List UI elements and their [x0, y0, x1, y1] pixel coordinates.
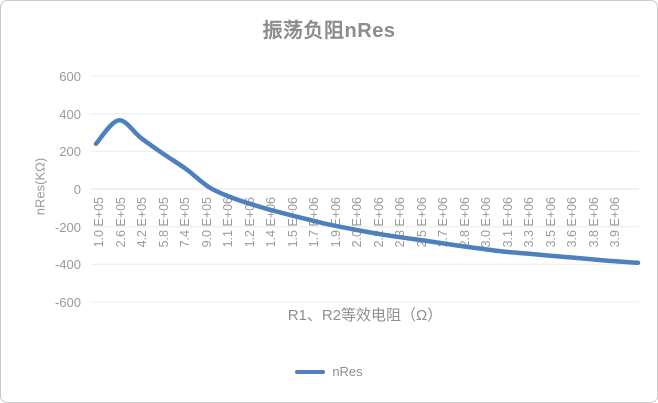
x-tick-label: 1.2 E+06: [242, 197, 257, 248]
x-tick-label: 2.8 E+06: [457, 197, 472, 248]
x-tick-label: 2.7 E+06: [436, 197, 450, 248]
x-tick-label: 1.4 E+06: [264, 197, 278, 248]
x-tick-label: 2.5 E+06: [414, 197, 429, 248]
y-tick-label: 0: [73, 182, 81, 197]
y-tick-label: -400: [54, 257, 81, 273]
x-tick-label: 2.0 E+06: [350, 197, 364, 248]
legend: nRes: [1, 364, 657, 379]
x-tick-label: 1.1 E+06: [221, 197, 235, 248]
x-tick-label: 3.3 E+06: [522, 197, 536, 248]
y-tick-label: 400: [59, 106, 81, 122]
x-tick-label: 4.2 E+05: [135, 197, 149, 248]
x-tick-label: 5.8 E+05: [156, 197, 171, 248]
y-tick-label: 200: [59, 144, 81, 160]
x-tick-label: 2.2 E+06: [371, 197, 386, 248]
x-tick-label: 3.9 E+06: [608, 197, 622, 248]
x-tick-label: 1.7 E+06: [307, 197, 321, 248]
x-tick-label: 2.6 E+05: [113, 197, 128, 248]
x-tick-label: 1.5 E+06: [285, 197, 300, 248]
x-tick-label: 9.0 E+05: [199, 197, 214, 248]
x-tick-label: 3.6 E+06: [565, 197, 579, 248]
x-axis-title: R1、R2等效电阻（Ω）: [287, 307, 443, 324]
y-tick-label: -200: [54, 219, 81, 235]
x-tick-label: 2.3 E+06: [393, 197, 407, 248]
legend-label: nRes: [332, 364, 363, 379]
y-tick-label: -600: [54, 295, 81, 310]
x-tick-label: 3.8 E+06: [586, 197, 601, 248]
legend-line-marker: [295, 369, 326, 374]
x-tick-label: 3.1 E+06: [500, 197, 515, 248]
x-tick-label: 7.4 E+05: [178, 197, 192, 248]
y-tick-label: 600: [59, 69, 81, 84]
x-tick-label: 3.0 E+06: [479, 197, 493, 248]
x-tick-label: 3.5 E+06: [543, 197, 558, 248]
x-tick-label: 1.9 E+06: [328, 197, 343, 248]
x-tick-label: 1.0 E+05: [92, 197, 106, 248]
chart-title: 振荡负阻nRes: [262, 20, 396, 42]
